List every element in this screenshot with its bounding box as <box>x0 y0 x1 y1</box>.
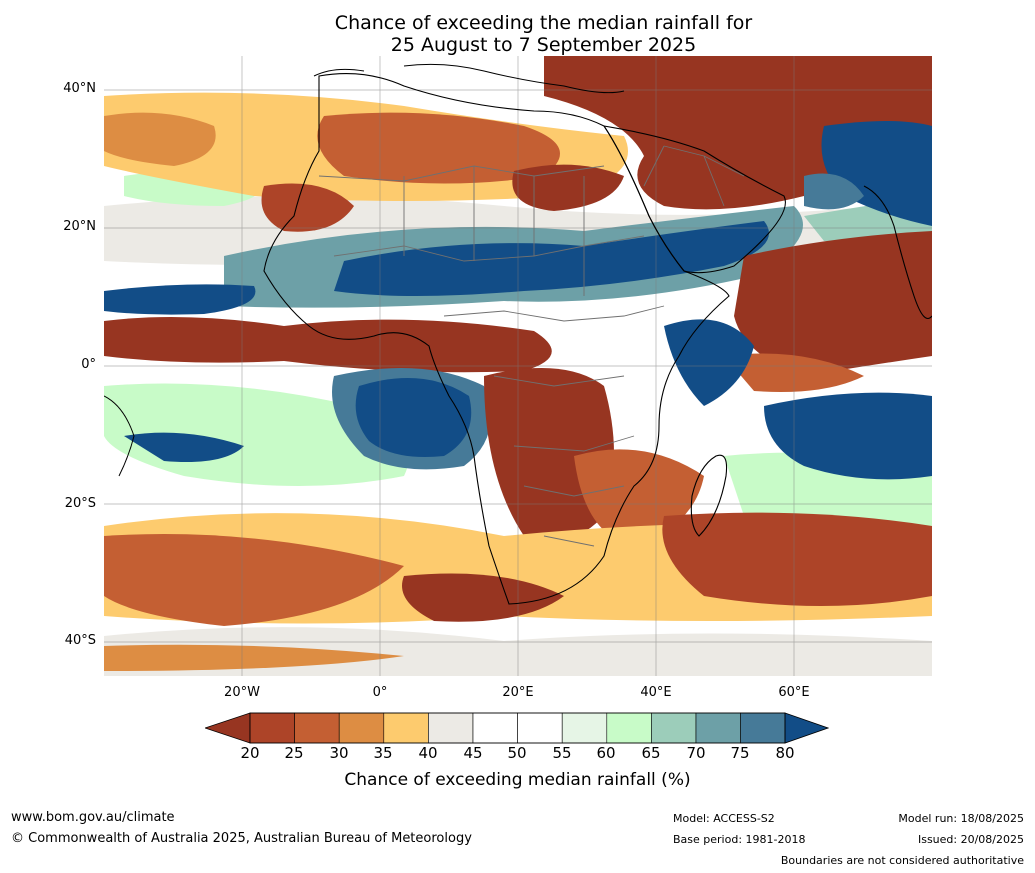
field-blue-ne <box>821 121 932 226</box>
field-brown-io <box>734 231 932 376</box>
colorbar-bin-65-70 <box>651 712 697 744</box>
field-orange-far-south <box>104 644 404 671</box>
colorbar-bin-20-25 <box>249 712 295 744</box>
colorbar-tick-80: 80 <box>775 744 795 762</box>
colorbar-under-triangle <box>205 712 251 744</box>
india-coastline <box>863 185 932 320</box>
colorbar-bin-70-75 <box>695 712 741 744</box>
colorbar-bin-25-30 <box>294 712 340 744</box>
field-brown-nafr <box>317 112 560 184</box>
colorbar <box>205 712 829 744</box>
field-brown-south-c <box>402 573 564 622</box>
field-blue-eaf <box>664 319 754 406</box>
colorbar-tick-45: 45 <box>463 744 483 762</box>
lon-label-20w: 20°W <box>224 685 260 700</box>
map-title-line1: Chance of exceeding the median rainfall … <box>334 12 753 34</box>
colorbar-tick-55: 55 <box>552 744 572 762</box>
field-mid-ne <box>804 173 864 210</box>
field-blue-satl <box>355 378 472 457</box>
lat-label-40s: 40°S <box>64 633 96 648</box>
europe-coastline <box>313 63 625 94</box>
field-brown-saf <box>484 368 614 543</box>
map-gridlines <box>104 56 932 676</box>
arabia-coastline <box>603 125 786 274</box>
colorbar-tick-40: 40 <box>418 744 438 762</box>
lon-label-20e: 20°E <box>502 685 534 700</box>
colorbar-tick-30: 30 <box>329 744 349 762</box>
copyright-text: © Commonwealth of Australia 2025, Austra… <box>11 831 472 846</box>
colorbar-tick-65: 65 <box>641 744 661 762</box>
field-blue-atl-sw <box>124 432 244 462</box>
colorbar-tick-35: 35 <box>373 744 393 762</box>
field-blue-sahel <box>334 221 769 296</box>
colorbar-bin-55-60 <box>561 712 608 744</box>
field-blue-sio <box>764 392 932 480</box>
lon-label-60e: 60°E <box>778 685 810 700</box>
colorbar-bin-60-65 <box>606 712 652 744</box>
lon-label-40e: 40°E <box>640 685 672 700</box>
lat-label-40n: 40°N <box>63 81 96 96</box>
colorbar-tick-70: 70 <box>686 744 706 762</box>
lon-label-0: 0° <box>372 685 388 700</box>
lat-label-0: 0° <box>81 357 96 372</box>
base-period: Base period: 1981-2018 <box>673 833 806 846</box>
issued-date: Issued: 20/08/2025 <box>917 833 1024 846</box>
colorbar-tick-20: 20 <box>240 744 260 762</box>
field-brown-eq-w <box>104 317 552 373</box>
colorbar-bin-50-55 <box>517 712 563 744</box>
colorbar-tick-60: 60 <box>596 744 616 762</box>
map-title-line2: 25 August to 7 September 2025 <box>390 34 697 56</box>
country-boundaries <box>318 145 745 547</box>
model-name: Model: ACCESS-S2 <box>673 812 775 825</box>
colorbar-tick-75: 75 <box>730 744 750 762</box>
colorbar-bin-30-35 <box>338 712 385 744</box>
colorbar-tick-50: 50 <box>507 744 527 762</box>
field-orange-nw <box>104 112 216 166</box>
model-run-date: Model run: 18/08/2025 <box>898 812 1024 825</box>
colorbar-bin-45-50 <box>472 712 518 744</box>
colorbar-tick-25: 25 <box>284 744 304 762</box>
colorbar-bin-35-40 <box>383 712 429 744</box>
south-america-coastline <box>104 395 135 477</box>
madagascar-coastline <box>690 454 728 537</box>
colorbar-bin-75-80 <box>740 712 786 744</box>
field-brown-sahara <box>512 164 624 211</box>
boundaries-disclaimer: Boundaries are not considered authoritat… <box>780 854 1024 867</box>
lat-label-20s: 20°S <box>64 496 96 511</box>
colorbar-label: Chance of exceeding median rainfall (%) <box>344 770 691 790</box>
field-blue-atl-w <box>104 284 256 315</box>
field-brown-south-w <box>104 534 404 626</box>
website-link[interactable]: www.bom.gov.au/climate <box>11 810 175 825</box>
rainfall-outlook-map <box>104 56 932 676</box>
field-brown-south-e <box>662 512 932 606</box>
colorbar-bin-40-45 <box>428 712 474 744</box>
colorbar-over-triangle <box>784 712 829 744</box>
field-brown-nw <box>261 183 354 232</box>
lat-label-20n: 20°N <box>63 219 96 234</box>
